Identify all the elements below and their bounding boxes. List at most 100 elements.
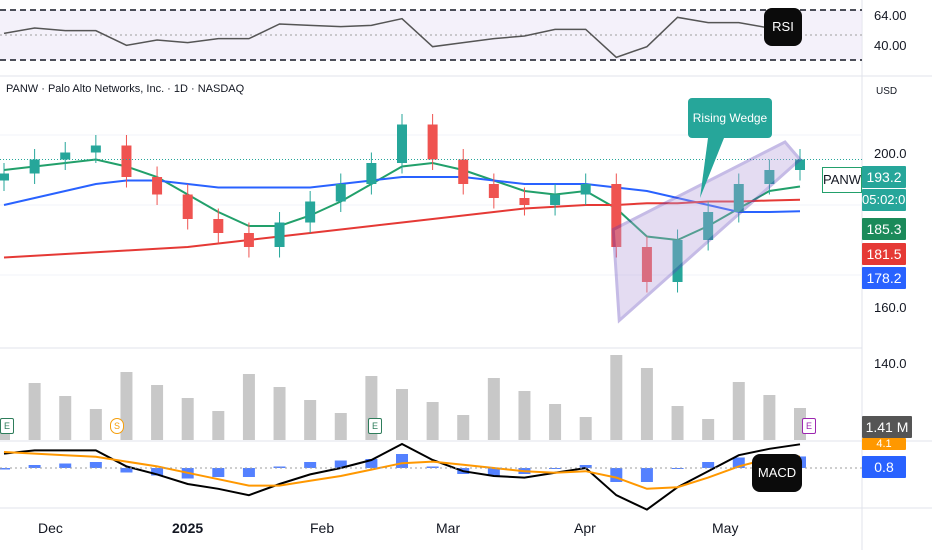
sma-blue-tag: 178.2 <box>862 267 906 289</box>
macd-histogram-bar <box>212 468 225 477</box>
volume-bar <box>732 382 745 440</box>
x-label-apr: Apr <box>574 520 596 536</box>
candle-body <box>580 184 591 195</box>
macd-histogram-bar <box>89 462 102 468</box>
earnings-icon[interactable]: E <box>0 418 14 434</box>
volume-bar <box>702 419 715 440</box>
macd-histogram-bar <box>0 468 10 470</box>
volume-bar <box>579 417 592 440</box>
earnings-icon[interactable]: E <box>802 418 816 434</box>
volume-bar <box>89 409 102 440</box>
macd-line <box>3 442 801 511</box>
x-label-dec: Dec <box>38 520 63 536</box>
countdown-tag: 05:02:07 <box>862 189 913 211</box>
macd-value-tag: 0.8 <box>862 456 906 478</box>
volume-bar <box>181 398 194 440</box>
candle-body <box>764 170 775 184</box>
candle-body <box>427 124 438 160</box>
volume-bar <box>273 387 286 440</box>
callout-pointer <box>700 138 724 198</box>
signal-line <box>3 451 801 490</box>
volume-tag: 1.41 M <box>862 416 912 438</box>
currency-label[interactable]: USD <box>876 86 898 97</box>
volume-bar <box>151 385 164 440</box>
volume-bar <box>212 411 225 440</box>
rising-wedge-shape <box>611 140 803 324</box>
price-tick-160: 160.0 <box>874 300 907 315</box>
volume-bar <box>549 404 562 440</box>
x-label-mar: Mar <box>436 520 461 536</box>
rising-wedge-callout[interactable]: Rising Wedge <box>688 98 772 138</box>
x-label-2025: 2025 <box>172 520 204 536</box>
last-price-tag: 193.2 <box>862 166 906 188</box>
dividend-icon[interactable]: S <box>110 418 124 434</box>
ticker-tag[interactable]: PANW <box>822 167 862 193</box>
volume-bar <box>763 395 776 440</box>
macd-histogram-bar <box>579 465 592 468</box>
candle-body <box>0 173 9 181</box>
candle-body <box>90 145 101 153</box>
candle-body <box>795 159 805 170</box>
macd-histogram-bar <box>702 462 715 468</box>
price-tick-140: 140.0 <box>874 356 907 371</box>
rsi-line <box>3 16 801 59</box>
x-label-may: May <box>712 520 739 536</box>
candle-body <box>488 184 499 198</box>
candle-body <box>243 233 254 247</box>
price-tick-200: 200.0 <box>874 146 907 161</box>
candle-body <box>121 145 132 177</box>
macd-histogram-bar <box>59 463 72 468</box>
volume-bar <box>457 415 470 440</box>
candle-body <box>611 184 622 247</box>
candle-body <box>397 124 407 163</box>
volume-bar <box>28 383 41 440</box>
volume-bar <box>487 378 500 440</box>
candle-body <box>213 219 224 233</box>
candle-body <box>182 194 193 219</box>
symbol-header[interactable]: PANW · Palo Alto Networks, Inc. · 1D · N… <box>6 83 245 95</box>
macd-histogram-bar <box>640 468 653 482</box>
macd-signal-tag: 4.1 <box>862 438 906 450</box>
macd-histogram-bar <box>304 462 317 468</box>
macd-histogram-bar <box>365 459 378 468</box>
volume-bar <box>640 368 653 440</box>
macd-histogram-bar <box>273 466 286 468</box>
candle-body <box>366 163 377 184</box>
candle-body <box>550 194 561 205</box>
macd-histogram-bar <box>242 468 255 477</box>
candle-body <box>641 247 652 282</box>
volume-bar <box>518 391 531 440</box>
volume-bar <box>304 400 317 440</box>
candle-body <box>60 152 71 160</box>
sma-red-line <box>3 198 801 259</box>
candle-body <box>305 201 316 223</box>
sma-blue-line <box>3 176 801 213</box>
macd-histogram-bar <box>28 465 41 468</box>
macd-histogram-bar <box>732 457 745 468</box>
candle-body <box>733 184 744 212</box>
x-label-feb: Feb <box>310 520 335 536</box>
volume-bar <box>396 389 408 440</box>
volume-bar <box>426 402 439 440</box>
candle-body <box>703 212 714 240</box>
candle-body <box>152 177 163 195</box>
macd-histogram-bar <box>487 468 500 476</box>
macd-histogram-bar <box>334 460 347 468</box>
candle-body <box>458 159 469 184</box>
ema-tag: 185.3 <box>862 218 906 240</box>
macd-histogram-bar <box>426 466 439 468</box>
earnings-icon[interactable]: E <box>368 418 382 434</box>
volume-bar <box>59 396 72 440</box>
candle-body <box>672 240 683 282</box>
candle-body <box>274 222 285 247</box>
macd-histogram-bar <box>151 468 164 476</box>
volume-bar <box>610 355 623 440</box>
rsi-badge: RSI <box>764 8 802 46</box>
rsi-upper-label: 64.00 <box>874 8 907 23</box>
macd-badge: MACD <box>752 454 802 492</box>
volume-bar <box>334 413 347 440</box>
candle-body <box>29 159 40 174</box>
rsi-lower-label: 40.00 <box>874 38 907 53</box>
volume-bar <box>671 406 684 440</box>
